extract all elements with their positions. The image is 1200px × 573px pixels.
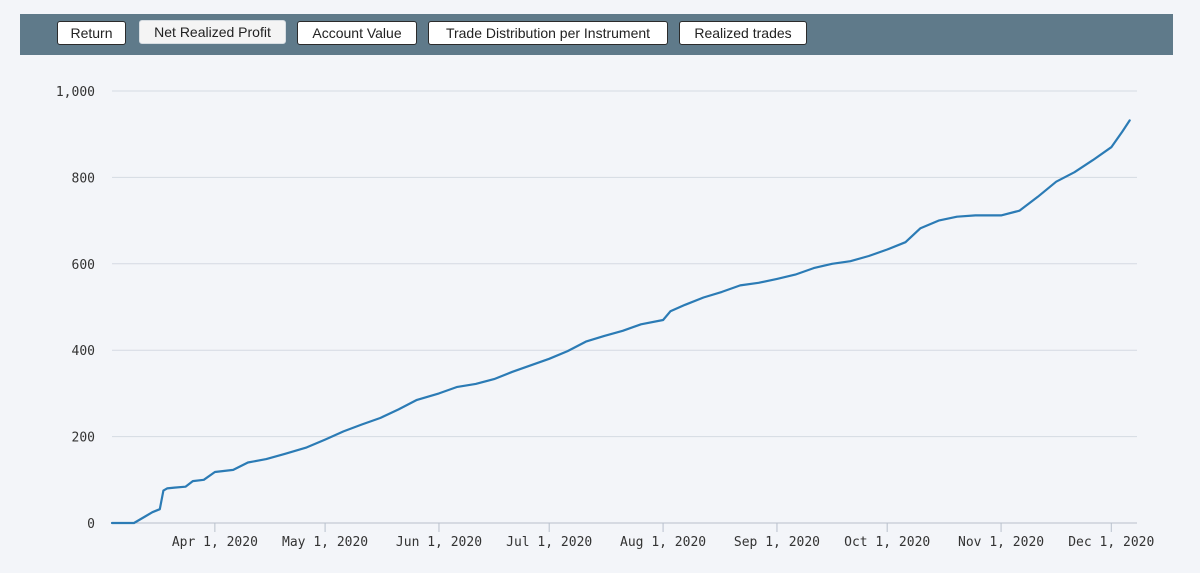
y-axis: 0 200 400 600 800 1,000: [56, 85, 95, 532]
y-tick-label: 200: [72, 431, 95, 446]
x-tick-label: Nov 1, 2020: [958, 535, 1044, 550]
x-tick-label: Apr 1, 2020: [172, 535, 258, 550]
tab-return[interactable]: Return: [57, 21, 126, 45]
x-tick-label: Jun 1, 2020: [396, 535, 482, 550]
x-tick-label: May 1, 2020: [282, 535, 368, 550]
x-tick-label: Jul 1, 2020: [506, 535, 592, 550]
x-tick-label: Sep 1, 2020: [734, 535, 820, 550]
x-tick-label: Oct 1, 2020: [844, 535, 930, 550]
tab-trade-distribution[interactable]: Trade Distribution per Instrument: [428, 21, 668, 45]
y-tick-label: 400: [72, 344, 95, 359]
x-tick-label: Dec 1, 2020: [1068, 535, 1154, 550]
chart-grid: [112, 90, 1137, 524]
y-tick-label: 0: [87, 517, 95, 532]
x-tick-label: Aug 1, 2020: [620, 535, 706, 550]
tab-realized-trades[interactable]: Realized trades: [679, 21, 807, 45]
y-tick-label: 800: [72, 171, 95, 186]
y-tick-label: 600: [72, 258, 95, 273]
y-tick-label: 1,000: [56, 85, 95, 100]
series-line-net-realized-profit: [110, 119, 1131, 525]
x-axis: Apr 1, 2020 May 1, 2020 Jun 1, 2020 Jul 1, …: [172, 523, 1154, 550]
chart-series: [110, 119, 1131, 525]
tab-account-value[interactable]: Account Value: [297, 21, 417, 45]
chart-tab-toolbar: Return Net Realized Profit Account Value…: [20, 14, 1173, 55]
tab-net-realized-profit[interactable]: Net Realized Profit: [139, 20, 286, 44]
